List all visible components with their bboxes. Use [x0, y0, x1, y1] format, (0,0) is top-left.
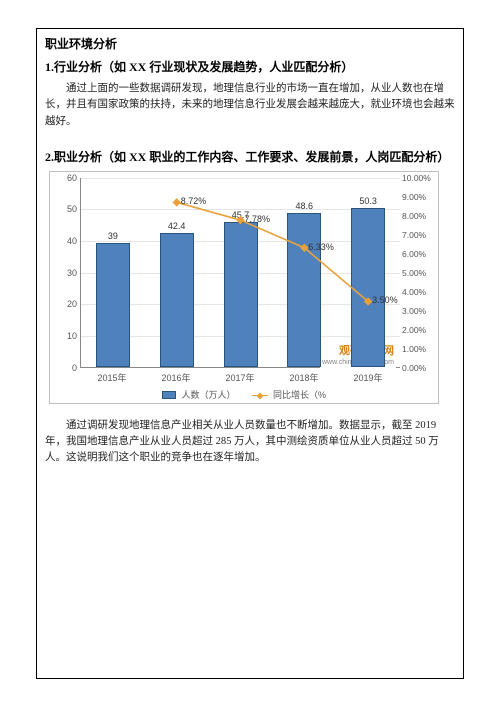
- page-frame: 职业环境分析 1.行业分析（如 XX 行业现状及发展趋势，人业匹配分析） 通过上…: [36, 28, 464, 679]
- y-right-tick: 0.00%: [402, 363, 434, 373]
- y-left-tick: 0: [57, 363, 77, 373]
- chart-x-axis: 2015年2016年2017年2018年2019年: [80, 371, 400, 384]
- chart-plot-area: 观研报告网 www.chinabaogao.com 01020304050600…: [80, 178, 400, 368]
- legend-line-label: 同比增长（%: [273, 390, 326, 400]
- y-left-tick: 20: [57, 299, 77, 309]
- chart-legend: 人数（万人） 同比增长（%: [54, 388, 434, 401]
- y-right-tick: 3.00%: [402, 306, 434, 316]
- y-right-tick: 8.00%: [402, 211, 434, 221]
- x-tick: 2018年: [272, 371, 336, 384]
- line-value-label: 8.72%: [181, 196, 207, 206]
- y-left-tick: 60: [57, 173, 77, 183]
- legend-line-swatch: [252, 395, 268, 396]
- section1-heading: 1.行业分析（如 XX 行业现状及发展趋势，人业匹配分析）: [45, 58, 455, 75]
- legend-bar-swatch: [162, 391, 176, 399]
- legend-bar: 人数（万人）: [162, 388, 236, 401]
- y-right-tick: 6.00%: [402, 249, 434, 259]
- legend-line: 同比增长（%: [252, 388, 327, 401]
- section2-body: 通过调研发现地理信息产业相关从业人员数量也不断增加。数据显示，截至 2019 年…: [45, 418, 455, 467]
- y-left-tick: 50: [57, 204, 77, 214]
- y-right-tick: 1.00%: [402, 344, 434, 354]
- x-tick: 2017年: [208, 371, 272, 384]
- line-value-label: 6.33%: [308, 242, 334, 252]
- y-right-tick: 7.00%: [402, 230, 434, 240]
- section2-heading: 2.职业分析（如 XX 职业的工作内容、工作要求、发展前景，人岗匹配分析）: [45, 148, 455, 165]
- y-right-tick: 2.00%: [402, 325, 434, 335]
- section1-body: 通过上面的一些数据调研发现，地理信息行业的市场一直在增加，从业人数也在增长，并且…: [45, 81, 455, 130]
- x-tick: 2015年: [80, 371, 144, 384]
- legend-bar-label: 人数（万人）: [181, 390, 235, 400]
- line-value-label: 3.50%: [372, 295, 398, 305]
- chart-container: 观研报告网 www.chinabaogao.com 01020304050600…: [49, 171, 439, 404]
- y-left-tick: 40: [57, 236, 77, 246]
- trend-line: [81, 178, 400, 367]
- x-tick: 2016年: [144, 371, 208, 384]
- y-right-tick: 5.00%: [402, 268, 434, 278]
- y-right-tick: 10.00%: [402, 173, 434, 183]
- y-left-tick: 30: [57, 268, 77, 278]
- x-tick: 2019年: [336, 371, 400, 384]
- line-value-label: 7.78%: [245, 214, 271, 224]
- y-right-tick: 4.00%: [402, 287, 434, 297]
- y-right-tick: 9.00%: [402, 192, 434, 202]
- y-left-tick: 10: [57, 331, 77, 341]
- page-title: 职业环境分析: [45, 35, 455, 52]
